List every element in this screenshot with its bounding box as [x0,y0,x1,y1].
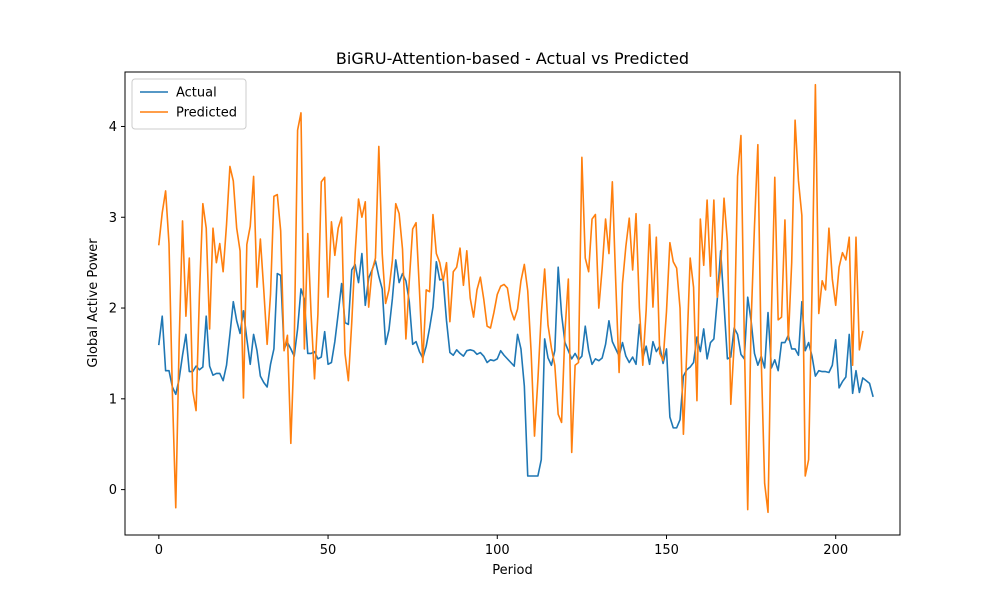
y-tick-label: 0 [109,483,117,498]
legend-label-predicted: Predicted [176,106,237,121]
y-tick-label: 2 [109,302,117,317]
x-tick-label: 100 [485,543,510,558]
plot-frame [124,71,901,536]
legend-label-actual: Actual [176,86,217,101]
x-tick-label: 50 [320,543,337,558]
legend: Actual Predicted [131,78,247,130]
series-line-predicted [157,83,864,514]
chart-title: BiGRU-Attention-based - Actual vs Predic… [336,49,689,68]
x-tick-label: 150 [654,543,679,558]
y-tick-label: 1 [109,392,117,407]
x-axis-label: Period [492,563,533,578]
y-tick-label: 3 [109,211,117,226]
series-line-actual [157,250,874,477]
x-tick-label: 0 [155,543,163,558]
x-tick-label: 200 [823,543,848,558]
series-layer [157,83,874,514]
y-tick-label: 4 [109,120,117,135]
axes-layer: 0 50 100 150 200 0 1 2 3 4 [109,71,901,558]
y-axis-label: Global Active Power [86,238,101,368]
